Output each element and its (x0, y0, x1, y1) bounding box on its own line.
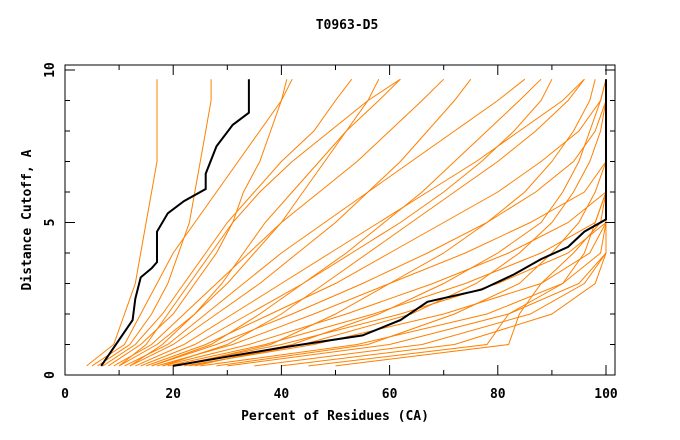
model-curve-28 (189, 79, 607, 367)
model-curve-2 (97, 79, 212, 367)
model-curve-0 (86, 79, 158, 367)
x-tick-label: 100 (594, 387, 618, 402)
y-tick-label: 0 (43, 371, 58, 379)
model-curve-9 (135, 78, 585, 367)
model-curve-13 (156, 79, 607, 367)
x-tick-label: 0 (61, 387, 69, 402)
model-curve-10 (140, 78, 553, 367)
model-curve-3 (102, 78, 353, 367)
curves-layer (86, 78, 607, 367)
model-curve-25 (178, 79, 596, 367)
y-axis-label: Distance Cutoff, A (20, 149, 35, 290)
x-tick-label: 40 (274, 387, 290, 402)
model-curve-31 (118, 78, 401, 367)
model-curve-1 (91, 78, 293, 367)
model-curve-30 (129, 78, 401, 367)
x-tick-label: 60 (382, 387, 398, 402)
model-curve-6 (118, 78, 380, 367)
highlight-curve-best-left (100, 79, 250, 367)
x-axis-label: Percent of Residues (CA) (241, 409, 429, 424)
model-curve-26 (162, 78, 585, 367)
plot-frame (64, 64, 616, 376)
model-curve-4 (108, 79, 288, 367)
x-tick-label: 80 (490, 387, 506, 402)
highlight-curve-best-right (173, 79, 607, 367)
chart-title: T0963-D5 (316, 18, 379, 33)
model-curve-19 (227, 79, 607, 367)
model-curve-24 (194, 79, 607, 367)
model-curve-23 (335, 79, 607, 367)
model-curve-7 (124, 78, 526, 367)
ticks-layer: 0 20 40 60 80 100 0 5 10 (43, 62, 618, 402)
model-curve-27 (151, 78, 542, 367)
y-tick-label: 10 (43, 62, 58, 78)
y-tick-label: 5 (43, 219, 58, 227)
model-curve-8 (129, 78, 472, 367)
x-tick-label: 20 (165, 387, 181, 402)
model-curve-11 (145, 79, 607, 367)
